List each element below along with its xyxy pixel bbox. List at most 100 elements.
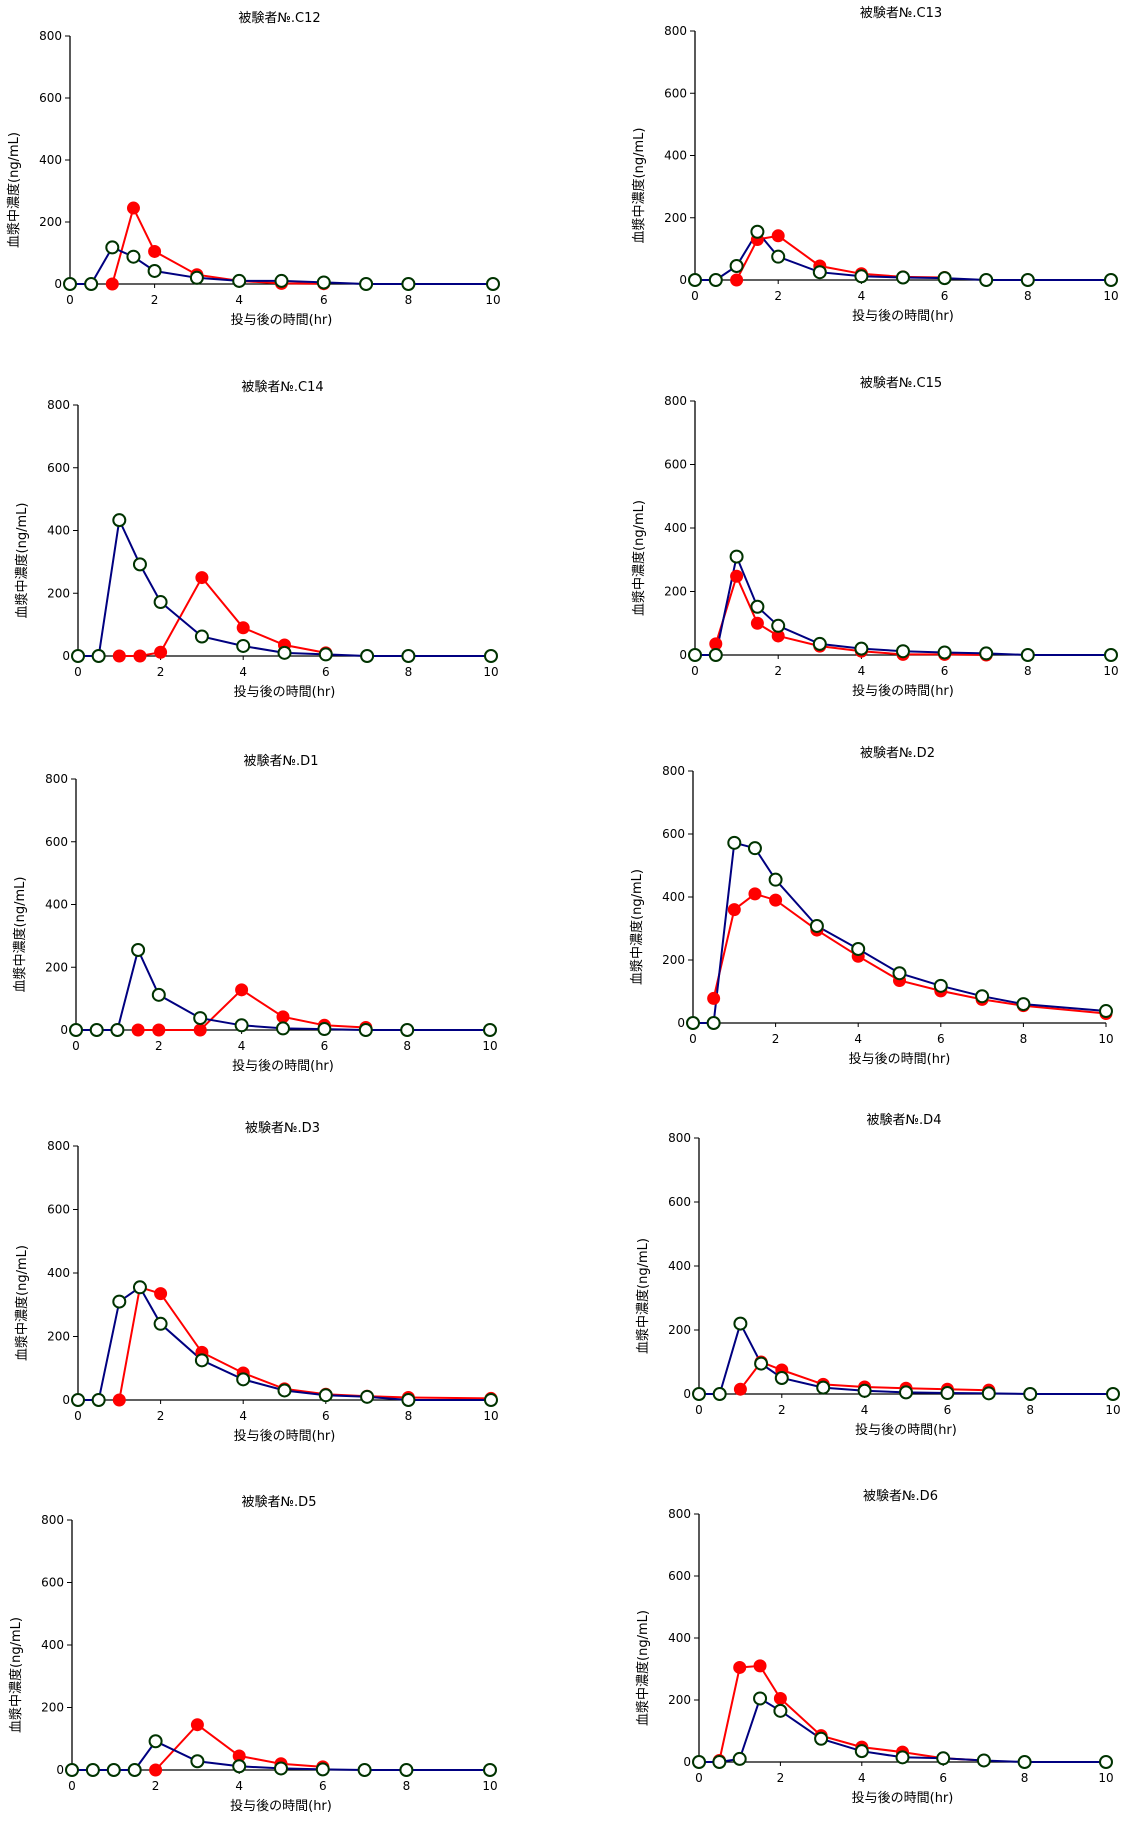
- data-point: [812, 636, 827, 651]
- data-point: [484, 649, 498, 663]
- data-point: [274, 1761, 288, 1776]
- chart-panel: 被験者№.C15 0 200 400 600 800 0 2 4 6 8 10 投与後の時間(hr) 血漿…: [631, 376, 1119, 699]
- data-point: [1016, 997, 1031, 1012]
- data-point: [153, 595, 168, 610]
- data-point: [892, 966, 907, 981]
- y-tick-label: 800: [41, 1513, 64, 1527]
- chart-title: 被験者№.D2: [860, 746, 935, 761]
- data-point: [771, 618, 786, 633]
- x-tick-label: 10: [482, 1039, 497, 1053]
- y-tick-label: 0: [62, 1393, 70, 1407]
- data-point: [754, 1356, 769, 1371]
- chart-title: 被験者№.C15: [860, 376, 942, 391]
- data-point: [132, 1280, 147, 1295]
- data-point: [895, 1750, 910, 1765]
- data-point: [357, 1763, 372, 1777]
- data-point: [750, 599, 765, 614]
- data-point: [235, 983, 249, 997]
- x-tick-label: 6: [322, 665, 330, 679]
- data-point: [71, 649, 85, 663]
- data-point: [236, 1372, 251, 1387]
- y-tick-label: 0: [683, 1755, 691, 1769]
- x-tick-label: 0: [691, 289, 699, 303]
- data-point: [399, 1763, 414, 1777]
- data-point: [727, 903, 741, 917]
- data-point: [401, 277, 416, 291]
- data-point: [712, 1387, 727, 1401]
- data-point: [727, 835, 742, 850]
- data-point: [747, 841, 762, 856]
- data-point: [317, 1022, 332, 1037]
- data-point: [733, 1660, 747, 1674]
- data-point: [975, 989, 990, 1004]
- data-point: [1106, 1387, 1120, 1401]
- chart-panel: 被験者№.C14 0 200 400 600 800 0 2 4 6 8 10 投与後の時間(hr) 血漿…: [14, 380, 499, 700]
- x-tick-label: 10: [1103, 664, 1118, 678]
- data-point: [359, 277, 374, 291]
- data-point: [753, 1659, 767, 1673]
- chart-panel: 被験者№.C13 0 200 400 600 800 0 2 4 6 8 10 投与後の時間(hr) 血漿…: [631, 6, 1119, 324]
- data-point: [236, 638, 251, 653]
- y-tick-label: 0: [56, 1763, 64, 1777]
- data-point: [148, 1734, 163, 1749]
- data-point: [729, 258, 744, 273]
- chart-title: 被験者№.C14: [241, 380, 323, 395]
- data-point: [688, 648, 702, 662]
- x-tick-label: 6: [944, 1403, 952, 1417]
- x-axis-label: 投与後の時間(hr): [234, 1428, 336, 1444]
- x-tick-label: 0: [68, 1779, 76, 1793]
- data-point: [190, 1718, 204, 1732]
- data-point: [773, 1691, 787, 1705]
- x-tick-label: 8: [1024, 289, 1032, 303]
- data-point: [193, 1011, 208, 1026]
- series-line: [712, 892, 1107, 1015]
- y-axis-label: 血漿中濃度(ng/mL): [629, 869, 645, 985]
- chart-title: 被験者№.D4: [867, 1113, 942, 1128]
- y-tick-label: 400: [45, 898, 68, 912]
- y-tick-label: 200: [664, 211, 687, 225]
- y-tick-label: 200: [45, 960, 68, 974]
- data-point: [686, 1016, 700, 1030]
- y-tick-label: 600: [45, 835, 68, 849]
- series-line: [714, 573, 987, 656]
- data-point: [732, 1751, 747, 1766]
- data-point: [318, 1388, 333, 1403]
- series-line: [138, 988, 366, 1031]
- data-point: [816, 1380, 831, 1395]
- data-point: [360, 649, 375, 663]
- series-line: [693, 841, 1107, 1024]
- x-tick-label: 6: [321, 1039, 329, 1053]
- data-point: [812, 265, 827, 280]
- data-point: [232, 1759, 247, 1774]
- x-tick-label: 4: [858, 1771, 866, 1785]
- y-tick-label: 800: [39, 29, 62, 43]
- x-tick-label: 2: [772, 1032, 780, 1046]
- data-point: [65, 1763, 79, 1777]
- x-tick-label: 2: [151, 293, 159, 307]
- data-point: [750, 616, 764, 630]
- y-axis-label: 血漿中濃度(ng/mL): [12, 877, 28, 993]
- data-point: [401, 649, 416, 663]
- y-tick-label: 800: [47, 1139, 70, 1153]
- data-point: [692, 1387, 706, 1401]
- data-point: [937, 645, 952, 660]
- data-point: [979, 646, 994, 661]
- data-point: [708, 648, 723, 662]
- chart-panel: 被験者№.D1 0 200 400 600 800 0 2 4 6 8 10 投与後の時間(hr) 血漿中…: [12, 754, 498, 1074]
- y-tick-label: 400: [662, 890, 685, 904]
- chart-title: 被験者№.D3: [245, 1121, 320, 1136]
- x-tick-label: 10: [483, 665, 498, 679]
- data-point: [189, 270, 204, 285]
- x-tick-label: 10: [482, 1779, 497, 1793]
- data-point: [1023, 1387, 1038, 1401]
- x-tick-label: 0: [691, 664, 699, 678]
- x-tick-label: 10: [1105, 1403, 1120, 1417]
- series-line: [78, 516, 491, 657]
- x-tick-label: 0: [695, 1771, 703, 1785]
- y-tick-label: 400: [47, 1266, 70, 1280]
- x-tick-label: 0: [66, 293, 74, 307]
- data-point: [937, 271, 952, 286]
- y-tick-label: 400: [664, 149, 687, 163]
- y-tick-label: 600: [664, 86, 687, 100]
